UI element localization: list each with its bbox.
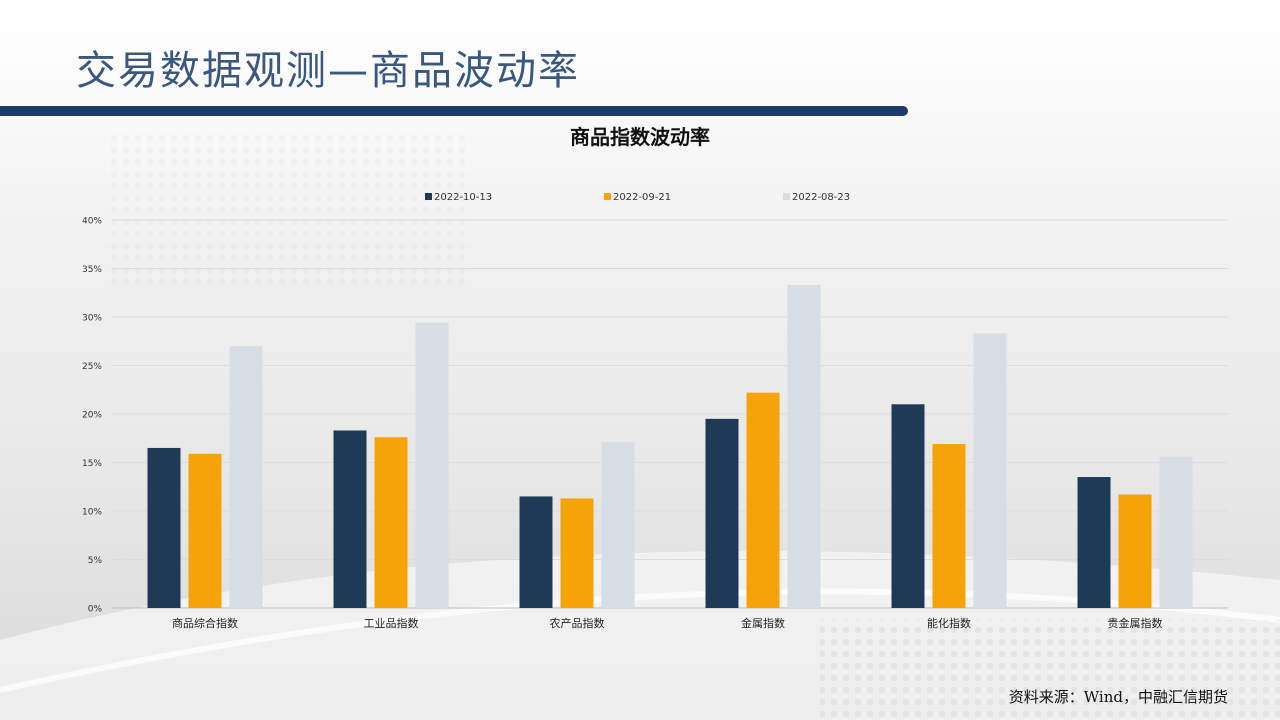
y-tick-label: 40% <box>82 217 102 227</box>
y-tick-label: 0% <box>88 605 103 615</box>
bar-3 <box>229 346 263 608</box>
y-tick-label: 10% <box>82 508 102 518</box>
bar-3 <box>973 333 1007 608</box>
chart-title: 商品指数波动率 <box>570 125 710 149</box>
y-tick-label: 30% <box>82 314 102 324</box>
bar-2 <box>1118 494 1152 608</box>
x-tick-label: 商品综合指数 <box>172 616 238 630</box>
y-tick-label: 20% <box>82 411 102 421</box>
legend-label-series-3: 2022-08-23 <box>792 192 851 203</box>
y-tick-label: 25% <box>82 362 102 372</box>
y-tick-label: 35% <box>82 265 102 275</box>
bar-3 <box>1159 456 1193 608</box>
title-underline-bar <box>0 106 908 116</box>
source-note: 资料来源：Wind，中融汇信期货 <box>1008 688 1228 706</box>
legend-swatch-series-3 <box>783 193 790 200</box>
bar-3 <box>787 284 821 608</box>
bar-1 <box>333 430 367 608</box>
legend-item-series-2: 2022-09-21 <box>604 192 671 203</box>
x-tick-label: 贵金属指数 <box>1108 616 1163 630</box>
bar-3 <box>601 442 635 608</box>
bar-1 <box>705 418 739 608</box>
bar-3 <box>415 322 449 608</box>
bar-2 <box>560 498 594 608</box>
bar-2 <box>188 453 222 608</box>
bar-1 <box>147 447 181 608</box>
legend-item-series-1: 2022-10-13 <box>425 192 492 203</box>
legend-swatch-series-1 <box>425 193 432 200</box>
bar-2 <box>932 444 966 608</box>
bar-1 <box>891 404 925 608</box>
x-tick-label: 能化指数 <box>927 616 971 630</box>
y-tick-label: 5% <box>88 556 103 566</box>
slide-title: 交易数据观测—商品波动率 <box>76 48 580 94</box>
y-tick-label: 15% <box>82 459 102 469</box>
x-tick-label: 农产品指数 <box>550 616 605 630</box>
bar-1 <box>1077 477 1111 608</box>
legend-swatch-series-2 <box>604 193 611 200</box>
legend-label-series-2: 2022-09-21 <box>613 192 672 203</box>
legend-label-series-1: 2022-10-13 <box>434 192 493 203</box>
x-tick-label: 金属指数 <box>741 616 785 630</box>
bar-1 <box>519 496 553 608</box>
legend-item-series-3: 2022-08-23 <box>783 192 850 203</box>
bar-2 <box>746 392 780 608</box>
x-tick-label: 工业品指数 <box>364 616 419 630</box>
bar-2 <box>374 437 408 608</box>
